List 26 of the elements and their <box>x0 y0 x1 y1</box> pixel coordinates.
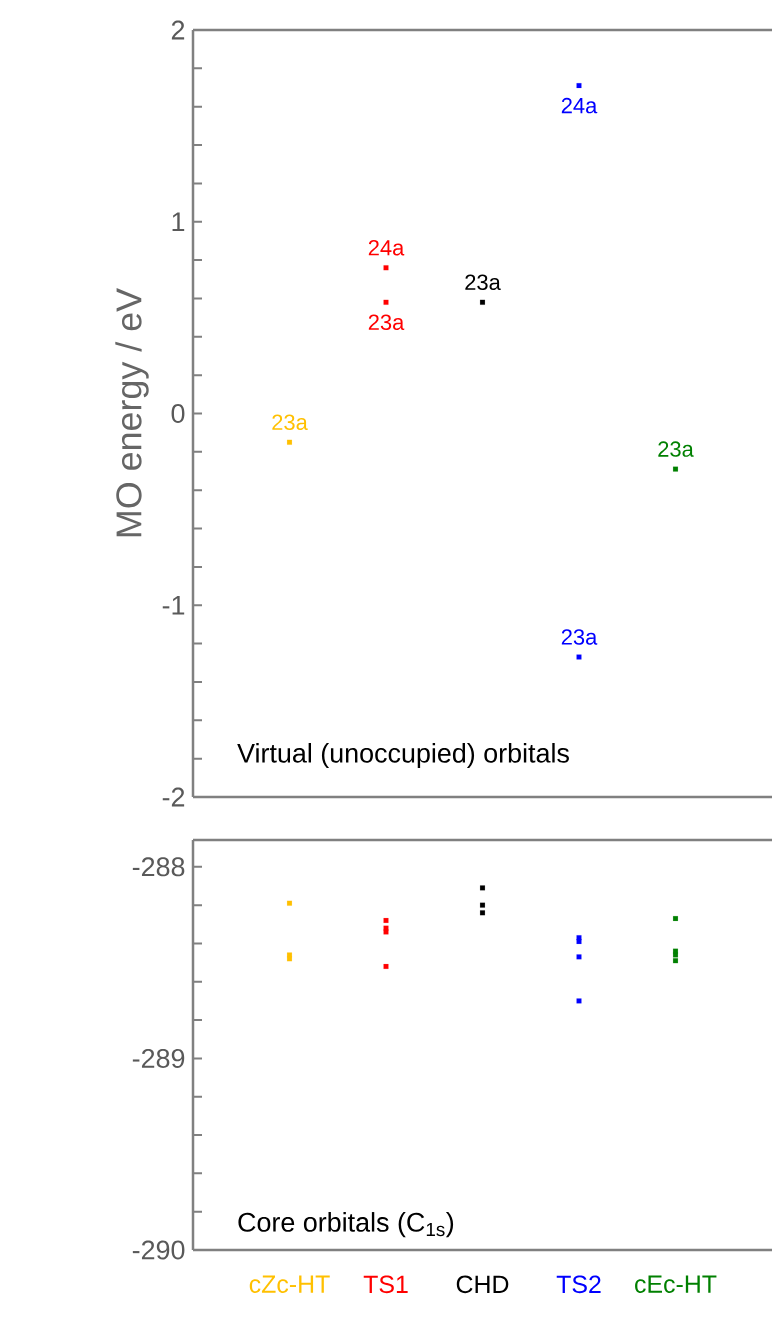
annotation: Core orbitals (C$_{1s}$) <box>238 1212 454 1238</box>
x-tick-label: cZc-HT <box>249 1275 330 1293</box>
annotation: 24a <box>368 239 405 256</box>
x-tick-label: TS1 <box>363 1275 408 1294</box>
x-tick-label: cEc-HT <box>635 1275 717 1293</box>
point <box>480 299 485 305</box>
x-tick-label: TS2 <box>556 1275 601 1294</box>
annotation: 23a <box>465 274 501 291</box>
y-tick-label: 2 <box>171 20 185 40</box>
annotation: 23a <box>658 441 694 457</box>
y-tick-label: 0 <box>171 403 185 424</box>
point <box>287 439 292 445</box>
y-tick-label: -288 <box>132 857 185 877</box>
x-tick-label: CHD <box>456 1275 509 1294</box>
y-axis-title: MO energy / eV <box>115 288 149 537</box>
annotation: 24a <box>561 97 598 114</box>
y-tick-label: -1 <box>162 595 185 615</box>
annotation: 23a <box>368 314 405 331</box>
y-tick-label: 1 <box>172 212 185 231</box>
annotation: 23a <box>561 629 598 645</box>
y-tick-label: -290 <box>132 1240 185 1260</box>
y-tick-label: -2 <box>162 787 185 807</box>
y-tick-label: -289 <box>132 1048 185 1068</box>
annotation: 23a <box>272 414 308 431</box>
annotation: Virtual (unoccupied) orbitals <box>237 742 569 769</box>
point <box>673 466 678 472</box>
